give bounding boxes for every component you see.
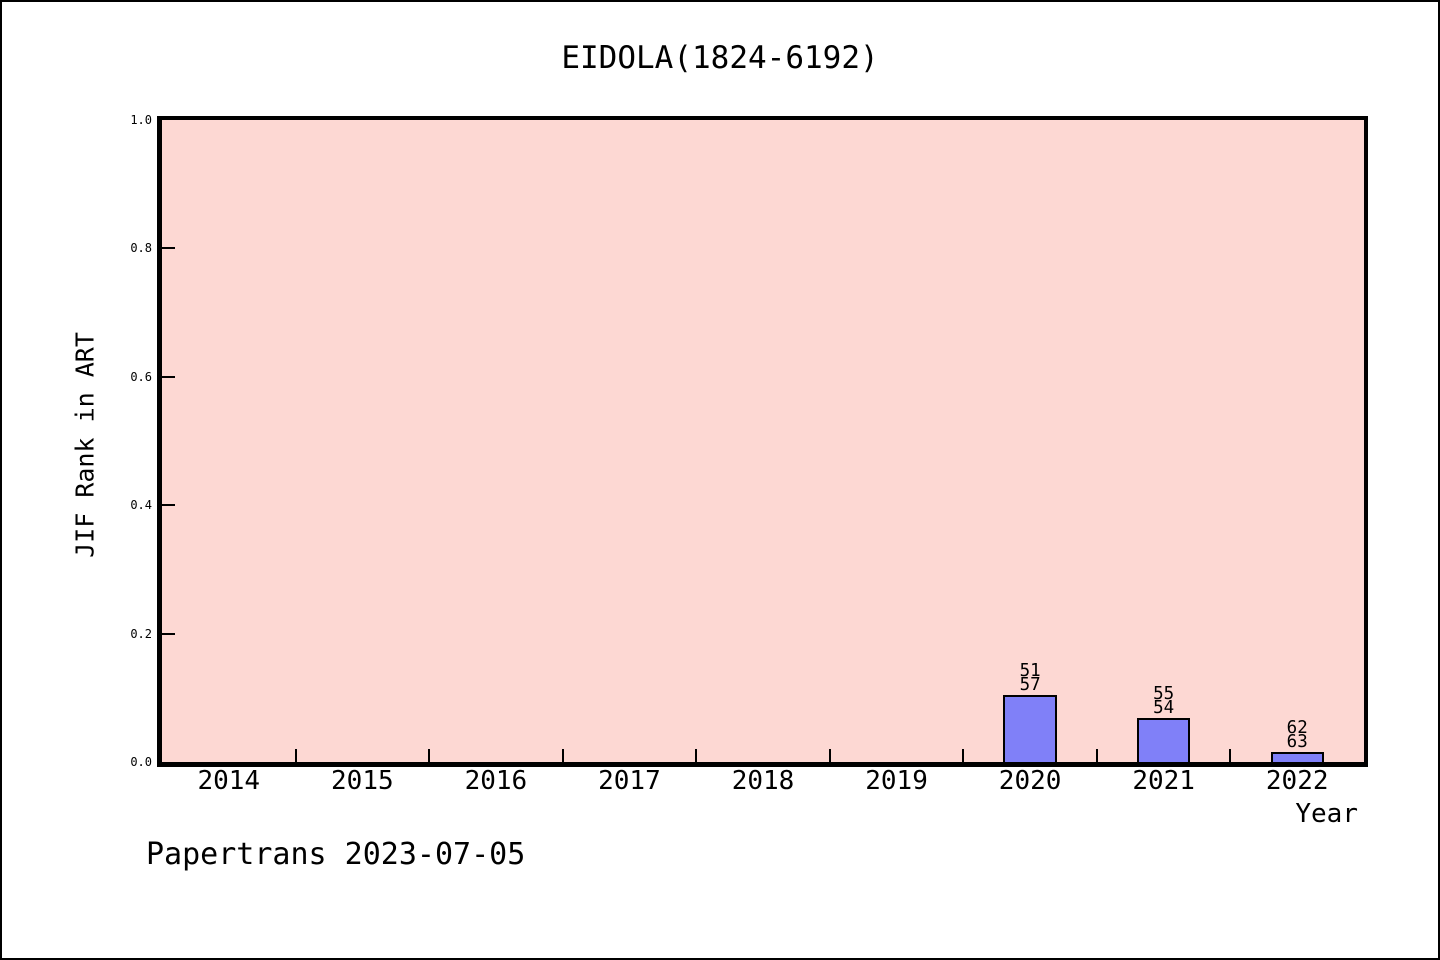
plot-area: 51 57 55 54 62 63 (157, 116, 1368, 767)
x-tick-label: 2018 (731, 766, 795, 796)
x-axis-label: Year (1295, 799, 1358, 829)
x-tick (428, 749, 431, 762)
x-tick (962, 749, 965, 762)
x-tick-label: 2019 (865, 766, 928, 796)
y-tick-label: 0.8 (130, 241, 152, 256)
y-tick (162, 504, 175, 507)
y-tick-label: 0.2 (130, 626, 152, 641)
chart-title: EIDOLA(1824-6192) (561, 40, 879, 76)
footer-note: Papertrans 2023-07-05 (146, 837, 526, 872)
x-tick (695, 749, 698, 762)
x-tick-label: 2017 (598, 766, 661, 796)
y-tick-label: 0.4 (130, 498, 152, 513)
y-tick-label: 1.0 (130, 113, 152, 127)
x-tick-label: 2022 (1265, 766, 1329, 796)
x-tick-label: 2020 (998, 766, 1062, 796)
x-tick (828, 749, 831, 762)
y-tick (162, 375, 175, 378)
y-tick (162, 632, 175, 635)
x-tick (561, 749, 564, 762)
x-tick-label: 2016 (464, 766, 528, 796)
x-tick (1229, 749, 1232, 762)
y-tick-label: 0.6 (130, 369, 152, 384)
x-tick-label: 2021 (1132, 766, 1195, 796)
x-tick (294, 749, 297, 762)
y-axis-label: JIF Rank in ART (70, 332, 100, 558)
bar (1270, 752, 1324, 762)
x-tick-label: 2015 (331, 766, 394, 796)
y-tick-label: 0.0 (130, 755, 152, 769)
y-tick (162, 247, 175, 250)
bar-value-label: 62 63 (1286, 718, 1308, 752)
bar (1003, 695, 1057, 762)
x-tick-label: 2014 (197, 766, 261, 796)
bar-value-label: 51 57 (1019, 661, 1041, 695)
bar (1136, 718, 1191, 762)
x-tick (1095, 749, 1098, 762)
bar-value-label: 55 54 (1153, 684, 1175, 718)
